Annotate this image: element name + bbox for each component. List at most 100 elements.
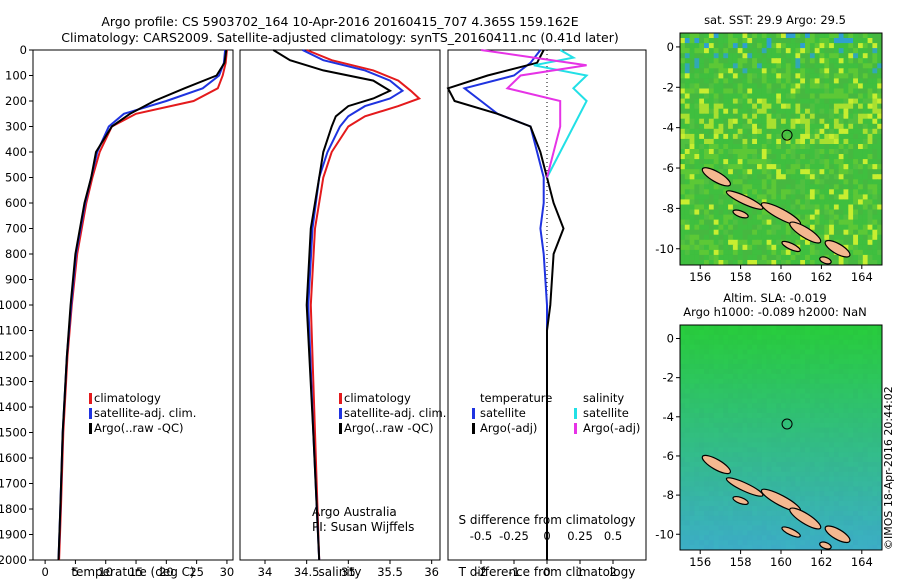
map-cell: [708, 359, 715, 365]
map-cell: [732, 154, 739, 160]
map-cell: [728, 452, 734, 458]
map-cell: [752, 38, 758, 44]
map-cell: [752, 254, 758, 261]
map-cell: [809, 224, 816, 231]
map-cell: [761, 128, 768, 135]
map-cell: [781, 179, 787, 185]
map-cell: [848, 229, 854, 236]
map-cell: [680, 93, 686, 99]
map-cell: [809, 38, 816, 44]
map-cell: [853, 133, 859, 140]
map-cell: [766, 254, 772, 261]
map-cell: [800, 383, 806, 390]
map-cell: [766, 108, 772, 115]
map-cell: [829, 388, 835, 394]
map-cell: [819, 373, 825, 380]
map-cell: [694, 481, 700, 487]
map-cell: [684, 364, 691, 370]
map-cell: [781, 244, 787, 251]
map-cell: [829, 481, 835, 487]
map-cell: [704, 359, 710, 365]
map-y-tick-label: -6: [663, 161, 674, 175]
map-cell: [877, 123, 883, 130]
map-cell: [699, 506, 705, 512]
map-cell: [853, 471, 859, 478]
map-cell: [689, 491, 695, 497]
map-cell: [858, 93, 864, 99]
map-cell: [737, 128, 743, 135]
map-cell: [742, 325, 748, 331]
map-cell: [757, 349, 763, 355]
map-cell: [713, 199, 719, 205]
map-cell: [680, 260, 686, 266]
legend-swatch: [89, 393, 92, 404]
map-cell: [728, 329, 734, 336]
map-cell: [761, 398, 768, 404]
map-cell: [809, 33, 816, 39]
map-cell: [800, 481, 806, 487]
map-cell: [761, 174, 768, 180]
map-cell: [833, 403, 840, 409]
map-cell: [761, 58, 768, 64]
map-cell: [776, 427, 782, 434]
map-cell: [732, 53, 739, 59]
map-cell: [790, 373, 796, 380]
map-cell: [689, 33, 695, 39]
map-cell: [829, 354, 835, 360]
map-cell: [713, 93, 719, 99]
map-cell: [689, 93, 695, 99]
map-cell: [814, 209, 820, 215]
map-cell: [843, 486, 849, 492]
map-cell: [843, 113, 849, 120]
map-cell: [699, 422, 705, 429]
map-cell: [761, 393, 768, 399]
map-cell: [824, 466, 830, 473]
map-cell: [737, 325, 743, 331]
map-cell: [708, 427, 715, 434]
map-cell: [723, 373, 729, 380]
map-cell: [704, 58, 710, 64]
map-cell: [689, 373, 695, 380]
map-cell: [752, 194, 758, 200]
map-cell: [824, 403, 830, 409]
map-cell: [776, 58, 782, 64]
map-cell: [737, 88, 743, 94]
map-cell: [872, 501, 878, 507]
map-cell: [824, 393, 830, 399]
map-cell: [694, 88, 700, 94]
map-cell: [829, 98, 835, 105]
map-cell: [761, 325, 768, 331]
map-cell: [680, 53, 686, 59]
map-cell: [728, 369, 734, 375]
map-cell: [824, 113, 830, 120]
map-cell: [742, 476, 748, 482]
map-cell: [829, 393, 835, 399]
map-cell: [771, 88, 777, 94]
map-cell: [713, 334, 719, 341]
map-cell: [771, 520, 777, 527]
map-cell: [862, 369, 869, 375]
map-cell: [829, 506, 835, 512]
map-cell: [781, 545, 787, 551]
map-cell: [752, 169, 758, 175]
map-cell: [848, 123, 854, 130]
map-cell: [805, 393, 811, 399]
map-cell: [833, 98, 840, 105]
map-cell: [713, 476, 719, 482]
map-cell: [781, 78, 787, 84]
map-cell: [732, 432, 739, 438]
map-cell: [704, 417, 710, 424]
map-cell: [757, 417, 763, 424]
map-cell: [704, 545, 710, 551]
map-cell: [694, 229, 700, 236]
map-cell: [819, 239, 825, 246]
map-cell: [862, 378, 869, 385]
map-cell: [766, 364, 772, 370]
map-cell: [848, 442, 854, 448]
map-cell: [877, 334, 883, 341]
map-cell: [723, 349, 729, 355]
map-cell: [877, 149, 883, 155]
map-cell: [684, 408, 691, 414]
map-cell: [805, 437, 811, 443]
map-cell: [867, 68, 873, 74]
